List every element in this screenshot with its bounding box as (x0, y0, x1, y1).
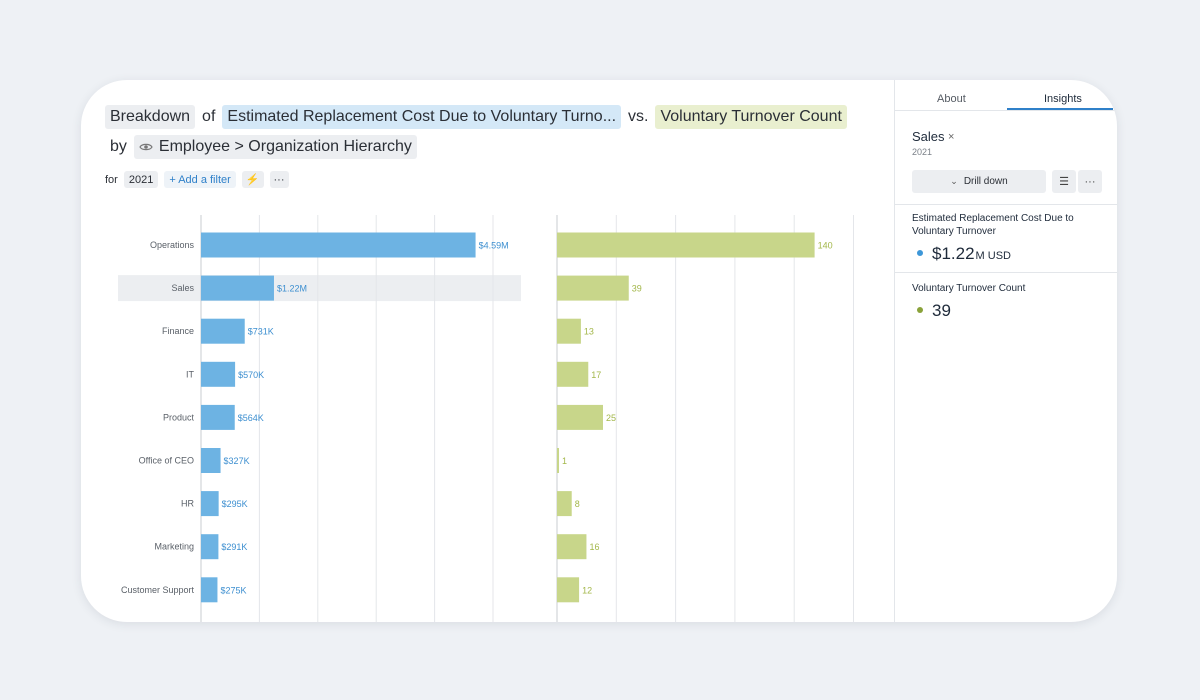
highlight-band (118, 275, 521, 302)
divider-2 (895, 272, 1117, 273)
value-label: 17 (591, 370, 601, 380)
category-label: HR (181, 499, 194, 509)
bar-series2 (557, 448, 559, 473)
dimension-label: Employee > Organization Hierarchy (158, 138, 412, 155)
bar-series2 (557, 577, 580, 603)
bar-series1 (201, 534, 219, 560)
dimension-chip[interactable]: Employee > Organization Hierarchy (133, 135, 417, 159)
category-label: Customer Support (121, 585, 195, 595)
bar-series1 (201, 448, 221, 473)
bar-series1 (201, 318, 245, 344)
value-label: $275K (220, 585, 246, 595)
active-tab-indicator (1007, 108, 1113, 110)
chart-area: Breakdown of Estimated Replacement Cost … (81, 80, 894, 622)
report-card: Breakdown of Estimated Replacement Cost … (81, 80, 1117, 622)
bar-series1 (201, 404, 235, 430)
category-label: Product (163, 412, 195, 422)
panel-tabs: About Insights (895, 80, 1117, 111)
tab-insights[interactable]: Insights (1044, 93, 1082, 105)
selection-year: 2021 (912, 147, 933, 157)
category-label: Sales (171, 283, 194, 293)
value-label: 16 (589, 542, 599, 552)
value-label: 1 (562, 456, 567, 466)
metric1-unit: M USD (975, 250, 1011, 262)
bar-series2 (557, 491, 572, 517)
bar-series2 (557, 404, 603, 430)
chevron-down-icon: ⌄ (950, 176, 958, 186)
value-label: $564K (238, 413, 264, 423)
metric2-chip[interactable]: Voluntary Turnover Count (655, 105, 847, 129)
title-row-1: Breakdown of Estimated Replacement Cost … (105, 105, 847, 129)
bolt-icon[interactable]: ⚡ (241, 171, 264, 188)
bar-series2 (557, 534, 587, 560)
selection-title: Sales (912, 129, 945, 144)
drill-down-button[interactable]: ⌄ Drill down (912, 170, 1046, 193)
drill-down-label: Drill down (963, 176, 1008, 187)
more-options-button[interactable]: ··· (269, 171, 289, 188)
more-icon[interactable]: ··· (1078, 170, 1102, 193)
category-label: Marketing (154, 542, 194, 552)
metric1-number: $1.22 (932, 244, 975, 263)
value-label: $1.22M (277, 284, 307, 294)
for-label: for (105, 173, 118, 186)
bar-series1 (201, 275, 274, 301)
category-label: Operations (150, 240, 195, 250)
bar-series2 (557, 232, 815, 258)
value-label: $4.59M (479, 241, 509, 251)
value-label: 8 (575, 499, 580, 509)
eye-icon (139, 143, 153, 151)
category-label: Office of CEO (139, 456, 194, 466)
value-label: 39 (632, 284, 642, 294)
value-label: 12 (582, 585, 592, 595)
value-label: $295K (222, 499, 248, 509)
metric1-value: $1.22 M USD (917, 244, 1011, 264)
list-icon[interactable]: ☰ (1052, 170, 1076, 193)
insights-panel: About Insights Sales × 2021 ⌄ Drill down… (894, 80, 1117, 622)
category-label: IT (186, 369, 195, 379)
metric2-value: 39 (917, 301, 951, 321)
tab-about[interactable]: About (937, 93, 966, 105)
value-label: $327K (224, 456, 250, 466)
bar-series1 (201, 577, 218, 603)
metric1-chip[interactable]: Estimated Replacement Cost Due to Volunt… (222, 105, 622, 129)
value-label: 140 (818, 241, 833, 251)
value-label: $731K (248, 327, 274, 337)
metric2-label: Voluntary Turnover Count (912, 283, 1026, 294)
bar-series1 (201, 491, 219, 517)
filter-row: for 2021 + Add a filter ⚡ ··· (105, 171, 289, 188)
bar-series2 (557, 318, 581, 344)
add-filter-button[interactable]: + Add a filter (164, 171, 236, 188)
value-label: $570K (238, 370, 264, 380)
bar-chart: Operations Sales Finance IT Product Office of… (118, 215, 854, 622)
value-label: 13 (584, 327, 594, 337)
bar-series2 (557, 275, 629, 301)
metric1-dot (917, 250, 923, 256)
value-label: 25 (606, 413, 616, 423)
value-label: $291K (221, 542, 247, 552)
title-row-2: by Employee > Organization Hierarchy (105, 135, 417, 159)
bar-series2 (557, 361, 589, 387)
metric2-dot (917, 307, 923, 313)
bar-series1 (201, 232, 476, 258)
of-word: of (202, 108, 216, 125)
metric1-label: Estimated Replacement Cost Due to Volunt… (912, 213, 1074, 237)
vs-word: vs. (628, 108, 649, 125)
close-icon[interactable]: × (948, 131, 955, 143)
divider-1 (895, 204, 1117, 205)
bar-series1 (201, 361, 236, 387)
year-chip[interactable]: 2021 (123, 171, 159, 188)
metric2-number: 39 (932, 301, 951, 320)
breakdown-chip[interactable]: Breakdown (105, 105, 196, 129)
by-word: by (110, 138, 127, 155)
category-label: Finance (162, 326, 194, 336)
